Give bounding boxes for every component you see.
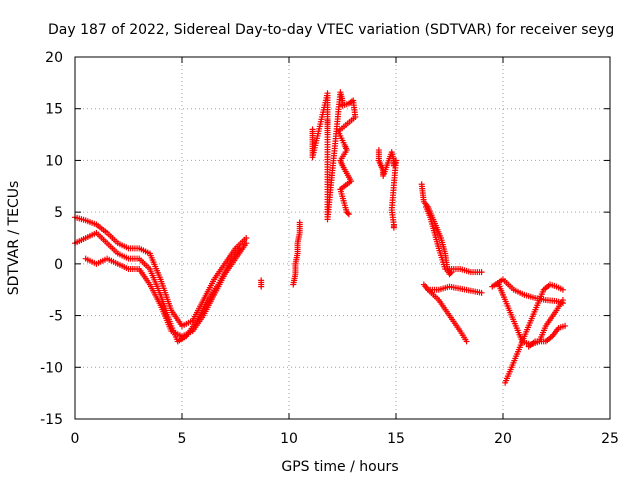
data-point bbox=[478, 269, 485, 276]
series-track-14 bbox=[502, 281, 566, 386]
x-tick-label: 10 bbox=[280, 431, 298, 447]
x-axis-label: GPS time / hours bbox=[281, 459, 398, 475]
series-track-7 bbox=[375, 147, 399, 231]
x-tick-label: 0 bbox=[71, 431, 80, 447]
data-point bbox=[447, 270, 454, 277]
x-tick-label: 20 bbox=[494, 431, 512, 447]
data-point bbox=[559, 286, 566, 293]
series-track-8 bbox=[418, 181, 455, 278]
data-points bbox=[72, 89, 569, 386]
y-tick-label: 10 bbox=[45, 153, 63, 169]
plot-frame bbox=[74, 56, 611, 420]
y-tick-label: -5 bbox=[49, 309, 63, 325]
axis-ticks: 0 5 10 15 20 25 -15 -10 -5 0 5 10 15 20 bbox=[40, 50, 619, 447]
data-point bbox=[258, 283, 265, 290]
data-point bbox=[243, 240, 250, 247]
y-tick-label: 15 bbox=[45, 102, 63, 118]
series-track-5 bbox=[290, 219, 303, 288]
data-point bbox=[344, 210, 351, 217]
series-track-12 bbox=[489, 276, 566, 307]
series-track-10 bbox=[420, 281, 470, 345]
series-track-9 bbox=[422, 203, 485, 276]
data-point bbox=[463, 338, 470, 345]
data-point bbox=[243, 235, 250, 241]
y-axis-label: SDTVAR / TECUs bbox=[6, 181, 22, 296]
data-point bbox=[478, 289, 485, 296]
series-track-15 bbox=[525, 322, 569, 350]
series-track-4 bbox=[258, 277, 265, 290]
data-point bbox=[296, 219, 303, 226]
y-tick-label: -10 bbox=[40, 360, 63, 376]
data-point bbox=[345, 211, 352, 218]
y-tick-label: 20 bbox=[45, 50, 63, 66]
data-point bbox=[562, 322, 569, 329]
x-tick-label: 5 bbox=[178, 431, 187, 447]
series-track-6 bbox=[309, 89, 359, 223]
y-tick-label: 0 bbox=[54, 257, 63, 273]
y-tick-label: -15 bbox=[40, 412, 63, 428]
x-tick-label: 25 bbox=[601, 431, 619, 447]
data-point bbox=[390, 224, 397, 231]
y-tick-label: 5 bbox=[54, 205, 63, 221]
chart-title: Day 187 of 2022, Sidereal Day-to-day VTE… bbox=[48, 22, 614, 38]
grid bbox=[75, 57, 610, 419]
data-point bbox=[559, 297, 566, 304]
series-track-3 bbox=[82, 240, 250, 340]
series-track-11 bbox=[425, 283, 485, 296]
x-tick-label: 15 bbox=[387, 431, 405, 447]
